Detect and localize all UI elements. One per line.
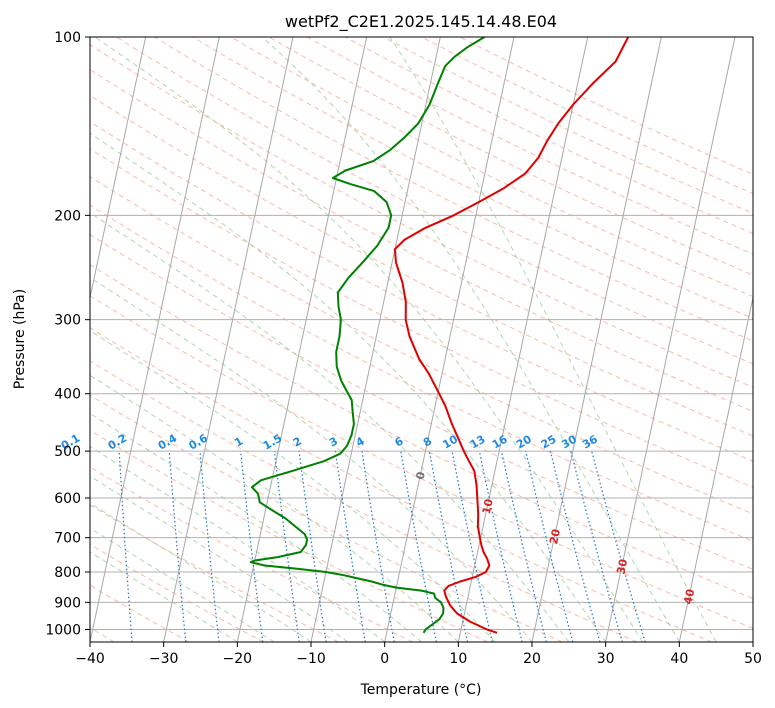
mixing-ratio-line	[361, 451, 395, 642]
y-tick-label: 500	[54, 444, 81, 460]
mixing-ratio-line	[478, 450, 523, 642]
y-tick-label: 900	[54, 595, 81, 611]
mixing-ratio-line	[570, 450, 623, 642]
sounding-profiles	[249, 37, 630, 634]
dry-adiabat	[90, 69, 753, 412]
moist-adiabat	[90, 330, 496, 642]
y-axis-title: Pressure (hPa)	[12, 289, 28, 389]
isotherm-line	[531, 37, 662, 642]
y-axis-ticks: 1000 900 800 700 600 500 400 300 200 100	[45, 30, 90, 638]
dry-adiabat	[90, 264, 753, 600]
isotherm-label: 20	[547, 527, 563, 545]
x-tick-label: 50	[744, 651, 762, 667]
mixing-ratio-line	[500, 450, 547, 642]
isotherm-label: 30	[614, 557, 630, 575]
isotherm-label: 40	[681, 587, 697, 605]
isotherm-line	[163, 37, 294, 642]
x-tick-label: 30	[597, 651, 615, 667]
isotherm-line	[310, 37, 441, 642]
dry-adiabat	[421, 37, 753, 195]
mixing-ratio-line	[334, 451, 366, 642]
x-tick-label: 20	[523, 651, 541, 667]
y-tick-label: 400	[54, 387, 81, 403]
plot-frame	[89, 36, 754, 643]
dry-adiabat	[90, 233, 753, 570]
y-tick-label: 300	[54, 313, 81, 329]
dry-adiabat	[383, 37, 753, 214]
mixing-ratio-line	[273, 451, 300, 642]
dry-adiabat	[306, 37, 753, 255]
chart-title: wetPf2_C2E1.2025.145.14.48.E04	[285, 12, 557, 32]
plot-area	[90, 37, 753, 642]
isobar-gridlines	[90, 37, 753, 630]
isotherm-line	[90, 37, 220, 642]
isotherm-line	[90, 37, 147, 300]
moist-adiabat	[90, 132, 607, 642]
x-tick-label: 0	[380, 651, 389, 667]
moist-adiabat	[260, 37, 680, 642]
isotherm-line	[605, 37, 736, 642]
mixing-ratio-line	[298, 451, 327, 642]
mixing-ratio-line	[240, 451, 264, 642]
mixing-ratio-line	[400, 450, 437, 642]
dewpoint-profile	[249, 37, 486, 634]
dry-adiabat	[192, 37, 753, 319]
isotherm-line	[236, 37, 368, 642]
x-tick-label: −10	[296, 651, 326, 667]
isotherm-line	[678, 294, 753, 642]
dry-adiabat	[90, 44, 753, 388]
mixing-ratio-line	[549, 450, 601, 642]
x-tick-label: −20	[223, 651, 253, 667]
x-tick-label: −30	[149, 651, 179, 667]
moist-adiabat	[90, 276, 533, 642]
mixing-ratio-line	[591, 450, 646, 642]
y-tick-label: 600	[54, 491, 81, 507]
mixing-ratio-line	[451, 450, 493, 642]
moist-adiabat	[90, 412, 422, 642]
dry-adiabat	[154, 37, 753, 342]
dry-adiabat	[90, 466, 414, 642]
dry-adiabat	[90, 327, 712, 642]
x-axis-title: Temperature (°C)	[360, 682, 482, 698]
y-tick-label: 100	[54, 30, 81, 46]
mixing-ratio-line	[428, 450, 469, 642]
moist-adiabat	[389, 37, 717, 642]
y-tick-label: 800	[54, 565, 81, 581]
isotherm-line	[384, 37, 515, 642]
temperature-profile	[394, 37, 630, 634]
dry-adiabat	[90, 121, 753, 462]
isotherm-label: 0	[414, 470, 428, 481]
x-tick-label: 10	[449, 651, 467, 667]
dry-adiabat	[90, 429, 488, 642]
y-tick-label: 1000	[45, 622, 81, 638]
dry-adiabats	[90, 37, 753, 642]
dry-adiabat	[268, 37, 753, 276]
y-tick-label: 200	[54, 208, 81, 224]
moist-adiabats	[90, 37, 717, 642]
dry-adiabat	[90, 295, 753, 629]
moist-adiabat	[94, 37, 643, 642]
dry-adiabat	[90, 94, 753, 437]
isotherm-label: 10	[480, 497, 496, 515]
x-tick-label: 40	[670, 651, 688, 667]
moist-adiabat	[90, 475, 349, 642]
moist-adiabat	[90, 212, 570, 642]
mixing-ratio-line	[525, 450, 574, 642]
mixing-ratio-lines	[118, 450, 646, 642]
x-axis-ticks: −40 −30 −20 −10 0 10 20 30 40 50	[75, 642, 762, 667]
x-tick-label: −40	[75, 651, 105, 667]
y-tick-label: 700	[54, 531, 81, 547]
